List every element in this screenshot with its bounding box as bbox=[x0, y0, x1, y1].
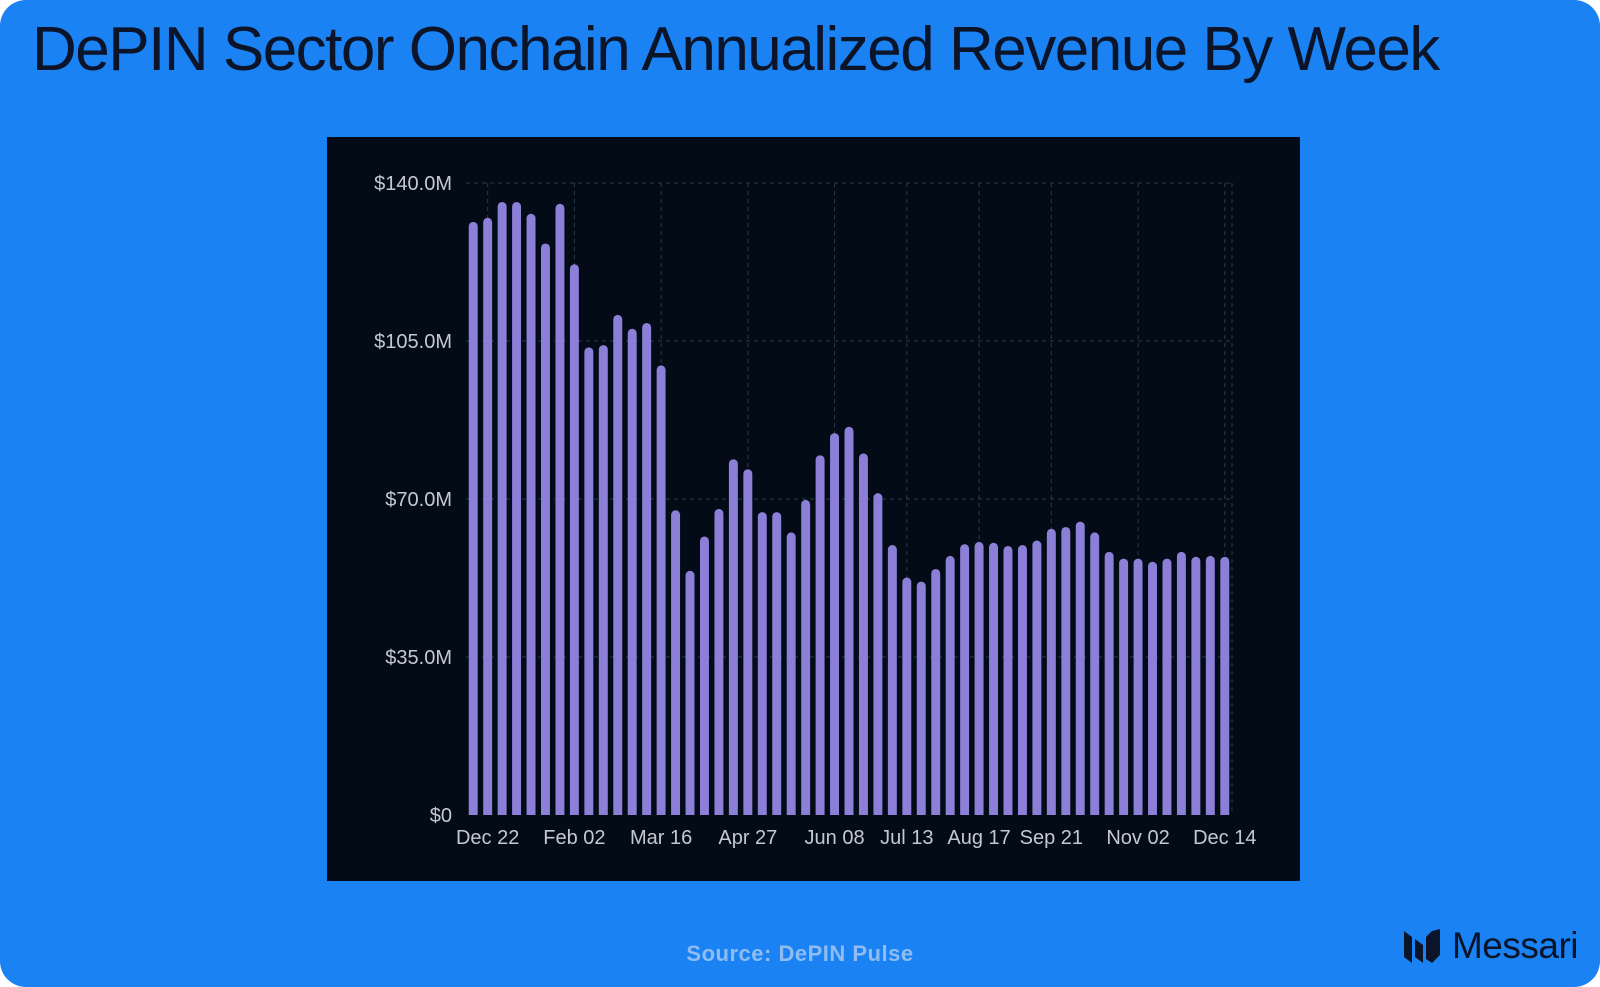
x-axis-ticks: Dec 22 Feb 02 Mar 16 Apr 27 Jun 08 Jul 13 Aug … bbox=[456, 827, 1256, 849]
bar bbox=[1090, 532, 1100, 815]
bar bbox=[786, 532, 796, 815]
bar bbox=[685, 570, 695, 815]
bar bbox=[945, 555, 955, 815]
bar bbox=[830, 433, 840, 815]
bar bbox=[1205, 555, 1215, 815]
bar bbox=[1119, 558, 1129, 815]
bar bbox=[483, 217, 493, 815]
bar bbox=[902, 577, 912, 815]
bar bbox=[844, 426, 854, 815]
bar bbox=[801, 499, 811, 815]
y-axis-ticks: $0 $35.0M $70.0M $105.0M $140.0M bbox=[374, 173, 452, 827]
bar bbox=[1220, 556, 1230, 815]
bar bbox=[772, 512, 782, 815]
bar bbox=[1176, 551, 1186, 815]
bar bbox=[1017, 545, 1027, 815]
x-tick-label: Aug 17 bbox=[947, 827, 1010, 849]
bar bbox=[1003, 545, 1013, 815]
bar bbox=[613, 314, 623, 815]
bar bbox=[1032, 540, 1042, 815]
bar bbox=[1104, 551, 1114, 815]
bar bbox=[555, 203, 565, 815]
x-tick-label: Jul 13 bbox=[880, 827, 933, 849]
bar bbox=[714, 508, 724, 815]
bar bbox=[1148, 561, 1157, 815]
bar bbox=[728, 459, 738, 815]
bar bbox=[699, 536, 709, 815]
bar bbox=[757, 512, 767, 815]
bar bbox=[1075, 521, 1085, 815]
page-title: DePIN Sector Onchain Annualized Revenue … bbox=[32, 15, 1440, 84]
bar bbox=[642, 322, 652, 815]
x-tick-label: Mar 16 bbox=[630, 827, 692, 849]
y-tick-label: $35.0M bbox=[385, 647, 452, 669]
y-tick-label: $70.0M bbox=[385, 489, 452, 511]
bar bbox=[468, 221, 478, 815]
source-note: Source: DePIN Pulse bbox=[686, 941, 914, 966]
y-tick-label: $0 bbox=[430, 805, 452, 827]
messari-logo-icon bbox=[1403, 929, 1440, 963]
bar bbox=[1191, 556, 1201, 815]
bar bbox=[1061, 526, 1071, 815]
bar bbox=[512, 201, 522, 816]
x-tick-label: Feb 02 bbox=[543, 827, 605, 849]
bar bbox=[541, 243, 550, 815]
y-tick-label: $105.0M bbox=[374, 331, 452, 353]
bar bbox=[815, 455, 825, 815]
x-tick-label: Apr 27 bbox=[718, 827, 777, 849]
chart-panel: $0 $35.0M $70.0M $105.0M $140.0M Dec 22 Feb 0… bbox=[327, 137, 1300, 881]
bar bbox=[497, 201, 507, 816]
bar bbox=[1162, 558, 1172, 815]
y-tick-label: $140.0M bbox=[374, 173, 452, 195]
bar bbox=[526, 213, 536, 815]
bar bbox=[873, 493, 883, 815]
bar bbox=[584, 347, 594, 815]
x-tick-label: Nov 02 bbox=[1106, 827, 1169, 849]
x-tick-label: Dec 22 bbox=[456, 827, 519, 849]
bar bbox=[989, 542, 999, 815]
chart-bars bbox=[468, 201, 1230, 816]
x-tick-label: Sep 21 bbox=[1020, 827, 1083, 849]
x-tick-label: Jun 08 bbox=[805, 827, 865, 849]
bar-chart: $0 $35.0M $70.0M $105.0M $140.0M Dec 22 Feb 0… bbox=[374, 173, 1256, 849]
bar bbox=[974, 541, 984, 815]
bar bbox=[931, 568, 941, 815]
bar bbox=[627, 328, 637, 815]
bar bbox=[569, 264, 579, 815]
bar bbox=[743, 469, 753, 815]
bar bbox=[916, 581, 926, 815]
bar bbox=[1046, 528, 1056, 815]
bar bbox=[858, 453, 868, 815]
brand-logo: Messari bbox=[1403, 925, 1579, 967]
bar bbox=[1133, 558, 1143, 815]
bar bbox=[887, 545, 897, 815]
bar bbox=[960, 544, 970, 815]
bar bbox=[671, 510, 681, 815]
bar bbox=[656, 365, 666, 815]
bar bbox=[598, 345, 608, 815]
x-tick-label: Dec 14 bbox=[1193, 827, 1256, 849]
brand-name: Messari bbox=[1451, 925, 1579, 966]
